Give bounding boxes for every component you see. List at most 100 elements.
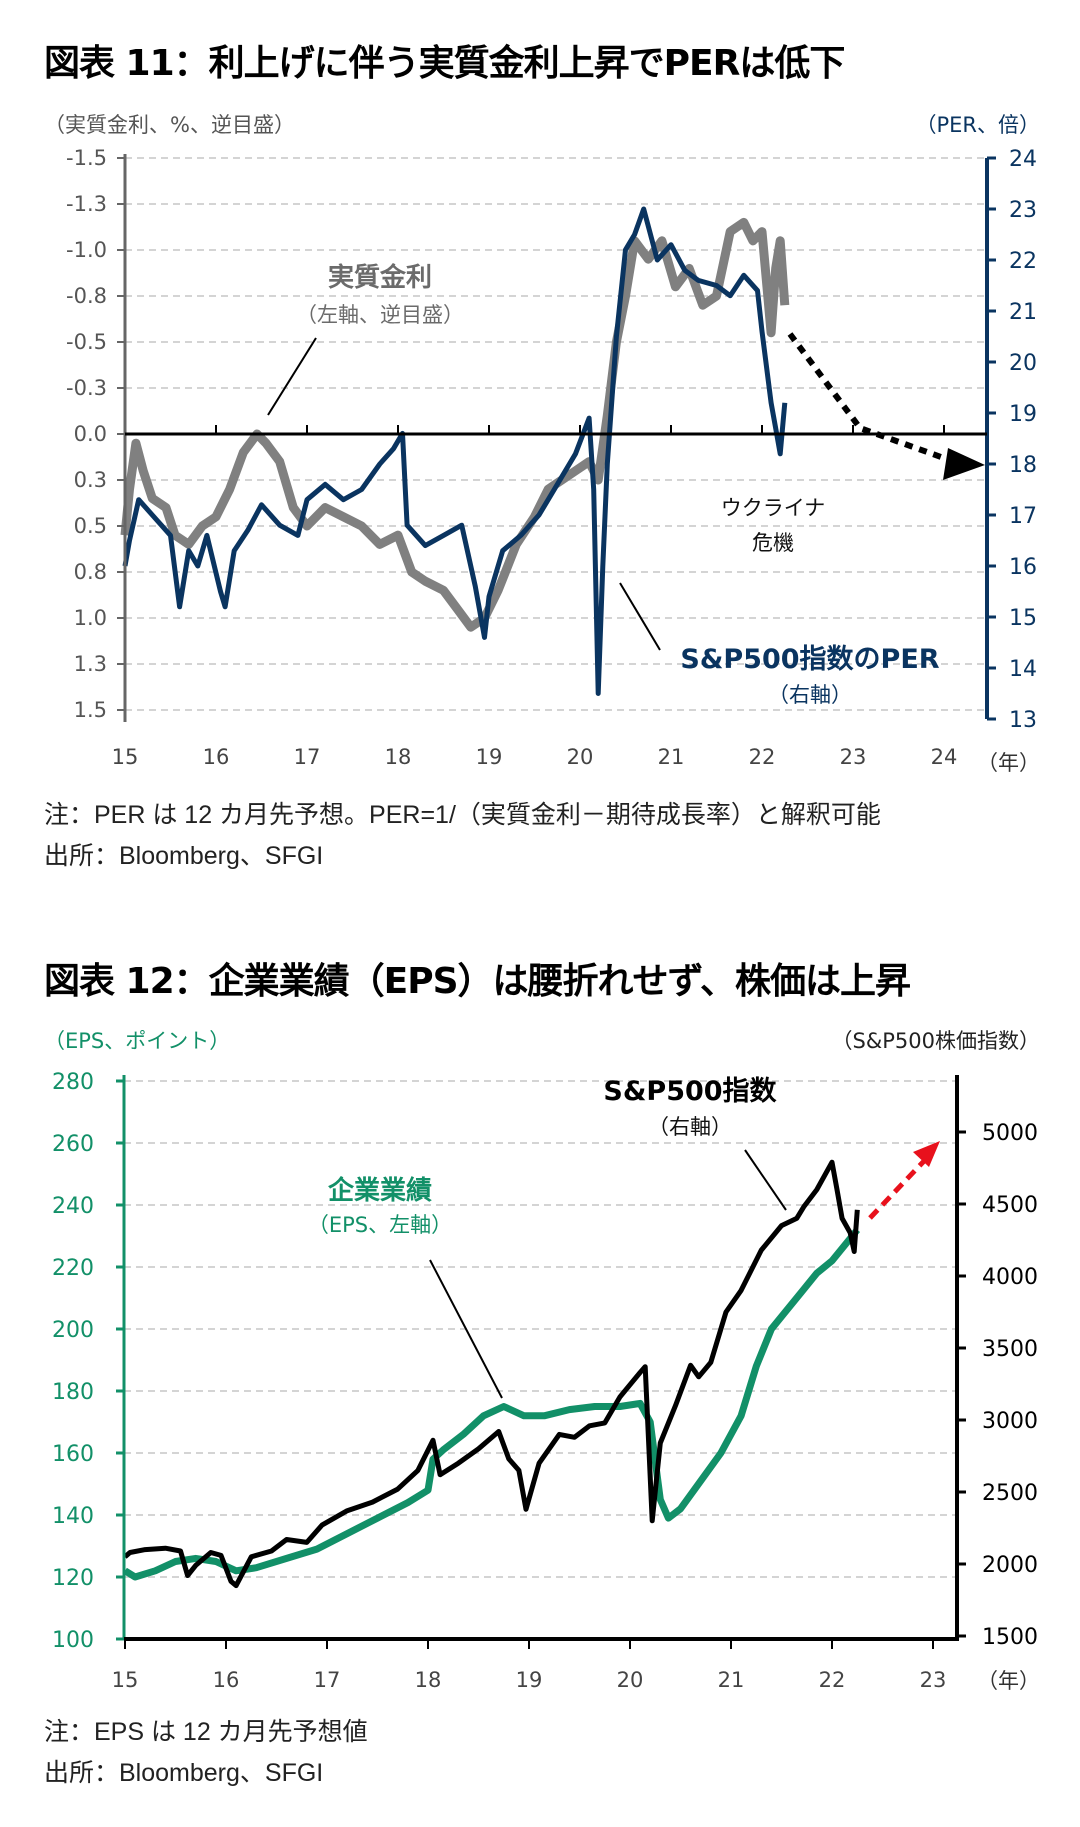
chart2-x-tick-label: 22 xyxy=(819,1668,846,1692)
chart2-left-tick-label: 220 xyxy=(52,1256,94,1281)
chart2-left-tick-label: 240 xyxy=(52,1194,94,1219)
chart1-left-tick-label: -0.3 xyxy=(66,376,107,400)
chart1-left-tick-label: -1.0 xyxy=(66,238,107,262)
eps-sublabel: （EPS、左軸） xyxy=(308,1213,452,1237)
sp500-line xyxy=(123,1159,860,1589)
chart1-right-tick-label: 16 xyxy=(1009,555,1037,580)
chart1-x-tick-label: 16 xyxy=(203,745,230,769)
chart2-plot: 280 260 240 220 200 180 160 140 120 100 5000 4500 40… xyxy=(44,1029,1040,1693)
chart2-right-tick-label: 3000 xyxy=(982,1409,1038,1434)
crisis-label: 危機 xyxy=(752,531,794,555)
sp500-sublabel: （右軸） xyxy=(648,1115,732,1139)
chart2-right-tick-label: 2000 xyxy=(982,1553,1038,1578)
chart1-source: 出所：Bloomberg、SFGI xyxy=(44,842,324,870)
per-label: S&P500指数のPER xyxy=(680,644,939,675)
chart1-title: 図表 11：利上げに伴う実質金利上昇でPERは低下 xyxy=(44,43,845,84)
chart1-right-tick-label: 19 xyxy=(1009,402,1037,427)
chart1-left-tick-label: 0.0 xyxy=(74,422,107,446)
chart1-x-tick-label: 18 xyxy=(385,745,412,769)
chart2-left-tick-label: 200 xyxy=(52,1318,94,1343)
chart1-left-axis-label: （実質金利、%、逆目盛） xyxy=(44,113,295,137)
chart1-left-tick-label: 1.0 xyxy=(74,606,107,630)
forecast-dotted-arrow xyxy=(787,332,957,465)
chart2-left-tick-label: 120 xyxy=(52,1566,94,1591)
chart2-left-tick-label: 160 xyxy=(52,1442,94,1467)
real-rate-line xyxy=(120,217,790,632)
per-leader-line xyxy=(619,582,661,651)
chart2-x-tick-label: 18 xyxy=(415,1668,442,1692)
chart1-x-tick-label: 15 xyxy=(112,745,139,769)
per-sublabel: （右軸） xyxy=(768,683,852,707)
eps-leader-line xyxy=(429,1259,503,1399)
chart2-left-tick-label: 100 xyxy=(52,1628,94,1653)
sp500-label: S&P500指数 xyxy=(603,1076,777,1107)
chart1-x-tick-label: 22 xyxy=(749,745,776,769)
chart2-left-tick-label: 280 xyxy=(52,1070,94,1095)
chart1-x-tick-label: 19 xyxy=(476,745,503,769)
chart2-right-axis-label: （S&P500株価指数） xyxy=(832,1029,1040,1053)
chart2-x-tick-label: 19 xyxy=(516,1668,543,1692)
upside-arrowhead-icon xyxy=(913,1141,940,1167)
chart1-x-unit-label: （年） xyxy=(977,751,1040,775)
chart1-left-tick-label: -1.5 xyxy=(66,146,107,170)
chart2-note: 注：EPS は 12 カ月先予想値 xyxy=(44,1718,368,1746)
chart2-left-axis-label: （EPS、ポイント） xyxy=(44,1029,230,1053)
chart2-gridlines xyxy=(124,1080,957,1578)
chart2-right-tick-label: 4000 xyxy=(982,1265,1038,1290)
chart2-right-tick-label: 5000 xyxy=(982,1121,1038,1146)
per-line xyxy=(122,206,788,696)
chart2-right-tick-label: 2500 xyxy=(982,1481,1038,1506)
chart1-x-tick-label: 20 xyxy=(567,745,594,769)
chart1-right-tick-label: 15 xyxy=(1009,606,1037,631)
chart2-source: 出所：Bloomberg、SFGI xyxy=(44,1759,324,1787)
chart2-x-tick-label: 21 xyxy=(718,1668,745,1692)
chart1-left-tick-label: 0.5 xyxy=(74,514,107,538)
chart2-left-tick-label: 180 xyxy=(52,1380,94,1405)
chart2-x-tick-label: 23 xyxy=(920,1668,947,1692)
real-rate-label: 実質金利 xyxy=(328,262,432,293)
chart2-left-tick-label: 140 xyxy=(52,1504,94,1529)
chart1-x-tick-label: 23 xyxy=(840,745,867,769)
chart1-right-tick-label: 14 xyxy=(1009,657,1037,682)
chart1-right-tick-label: 20 xyxy=(1009,351,1037,376)
chart1-right-tick-label: 21 xyxy=(1009,300,1037,325)
upside-dashed-arrow xyxy=(868,1158,927,1220)
chart1-left-tick-label: -0.5 xyxy=(66,330,107,354)
chart1-plot: -1.5 -1.3 -1.0 -0.8 -0.5 -0.3 0.0 0.3 0.5 0.8 1.0 1… xyxy=(44,113,1040,775)
chart1-right-tick-label: 13 xyxy=(1009,708,1037,733)
chart1-note: 注：PER は 12 カ月先予想。PER=1/（実質金利－期待成長率）と解釈可能 xyxy=(44,801,881,829)
chart1-right-tick-label: 23 xyxy=(1009,198,1037,223)
chart2-x-tick-label: 17 xyxy=(314,1668,341,1692)
chart2-right-tick-label: 1500 xyxy=(982,1625,1038,1650)
forecast-arrowhead-icon xyxy=(943,448,985,480)
chart1-right-tick-label: 22 xyxy=(1009,249,1037,274)
chart1-left-tick-label: -0.8 xyxy=(66,284,107,308)
chart2-right-tick-label: 4500 xyxy=(982,1193,1038,1218)
chart1-right-tick-label: 18 xyxy=(1009,453,1037,478)
chart2-left-tick-label: 260 xyxy=(52,1132,94,1157)
chart1-left-tick-label: -1.3 xyxy=(66,192,107,216)
chart1-axes: -1.5 -1.3 -1.0 -0.8 -0.5 -0.3 0.0 0.3 0.5 0.8 1.0 1… xyxy=(66,146,1037,769)
real-rate-leader-line xyxy=(267,337,317,416)
eps-label: 企業業績 xyxy=(328,1175,432,1206)
chart1-right-tick-label: 17 xyxy=(1009,504,1037,529)
chart1-left-tick-label: 1.5 xyxy=(74,698,107,722)
ukraine-label: ウクライナ xyxy=(721,496,826,520)
chart2-x-tick-label: 20 xyxy=(617,1668,644,1692)
chart1-x-tick-label: 24 xyxy=(931,745,958,769)
chart1-left-tick-label: 0.3 xyxy=(74,468,107,492)
chart1-left-tick-label: 0.8 xyxy=(74,560,107,584)
real-rate-sublabel: （左軸、逆目盛） xyxy=(296,303,464,327)
chart2-x-tick-label: 16 xyxy=(213,1668,240,1692)
chart1-x-tick-label: 17 xyxy=(294,745,321,769)
chart1-x-tick-label: 21 xyxy=(658,745,685,769)
chart2-title: 図表 12：企業業績（EPS）は腰折れせず、株価は上昇 xyxy=(44,961,911,1002)
chart1-series-layer xyxy=(120,206,790,696)
chart2-axes: 280 260 240 220 200 180 160 140 120 100 5000 4500 40… xyxy=(52,1070,1038,1692)
chart2-series-layer xyxy=(123,1159,861,1589)
chart2-x-tick-label: 15 xyxy=(112,1668,139,1692)
chart1-right-tick-label: 24 xyxy=(1009,147,1037,172)
sp500-leader-line xyxy=(744,1149,787,1211)
chart1-right-axis-label: （PER、倍） xyxy=(915,113,1040,137)
chart2-x-unit-label: （年） xyxy=(977,1669,1040,1693)
